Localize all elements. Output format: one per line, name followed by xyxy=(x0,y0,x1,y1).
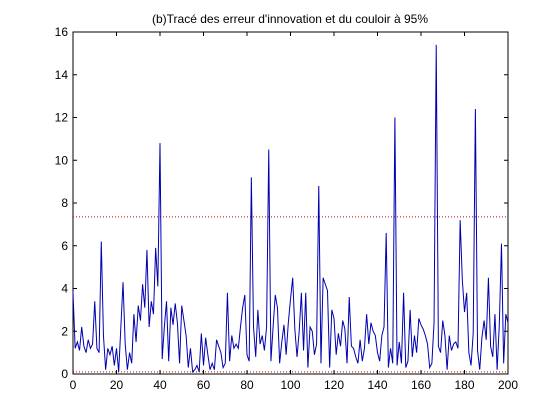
x-tick-label: 140 xyxy=(367,378,387,392)
x-axis-ticks: 0 20 40 60 80 100 120 140 160 180 200 xyxy=(70,32,518,392)
x-tick-label: 40 xyxy=(153,378,167,392)
x-tick-label: 80 xyxy=(240,378,254,392)
x-tick-label: 0 xyxy=(70,378,77,392)
x-tick-label: 180 xyxy=(454,378,474,392)
x-tick-label: 60 xyxy=(197,378,211,392)
x-tick-label: 100 xyxy=(280,378,300,392)
x-tick-label: 200 xyxy=(498,378,518,392)
y-tick-label: 2 xyxy=(61,324,68,338)
y-tick-label: 12 xyxy=(55,111,69,125)
x-tick-label: 160 xyxy=(411,378,431,392)
y-axis-ticks: 0 2 4 6 8 10 12 14 16 xyxy=(55,25,508,381)
y-tick-label: 6 xyxy=(61,239,68,253)
x-tick-label: 120 xyxy=(324,378,344,392)
y-tick-label: 0 xyxy=(61,367,68,381)
chart-title: (b)Tracé des erreur d'innovation et du c… xyxy=(152,12,428,26)
series-line-innovation-error xyxy=(72,44,509,373)
y-tick-label: 16 xyxy=(55,25,69,39)
confidence-band-lines xyxy=(73,216,508,373)
y-tick-label: 8 xyxy=(61,196,68,210)
y-tick-label: 10 xyxy=(55,153,69,167)
y-tick-label: 4 xyxy=(61,282,68,296)
y-tick-label: 14 xyxy=(55,68,69,82)
x-tick-label: 20 xyxy=(110,378,124,392)
